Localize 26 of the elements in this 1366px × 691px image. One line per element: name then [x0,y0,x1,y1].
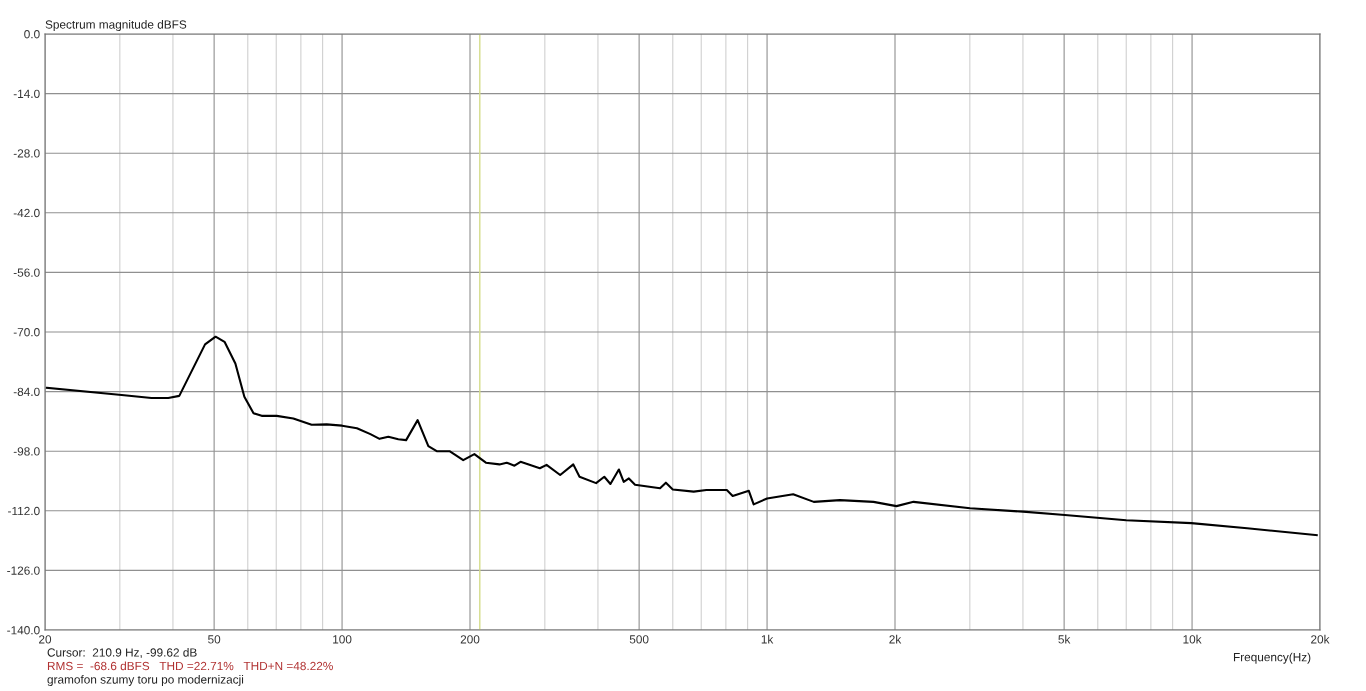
y-tick-label: -98.0 [13,447,40,456]
y-tick-label: -70.0 [13,328,40,337]
x-tick-label: 20k [1311,634,1330,644]
text: gramofon szumy toru po modernizacji [47,675,244,687]
x-axis-title: Frequency(Hz) [1233,652,1311,664]
x-tick-label: 5k [1058,634,1071,644]
x-tick-label: 2k [889,634,902,644]
y-tick-label: -126.0 [7,566,40,575]
y-tick-label: -112.0 [8,506,40,516]
y-tick-label: -140.0 [7,626,40,635]
y-tick-label: 0.0 [24,30,40,39]
x-tick-label: 10k [1183,634,1202,644]
y-tick-label: -42.0 [13,208,40,218]
text: Cursor: 210.9 Hz, -99.62 dB [47,648,197,659]
x-tick-label: 100 [333,635,352,644]
x-tick-label: 1k [761,634,774,644]
x-tick-label: 20 [39,635,52,644]
y-axis-title: Spectrum magnitude dBFS [45,20,187,32]
text: RMS = -68.6 dBFS THD =22.71% THD+N =48.22% [47,661,333,671]
x-tick-label: 200 [460,635,480,644]
y-tick-label: -56.0 [13,268,40,277]
y-tick-label: -84.0 [13,387,40,396]
x-tick-label: 500 [629,635,649,644]
y-tick-label: -14.0 [13,89,40,98]
x-tick-label: 50 [208,635,221,644]
y-tick-label: -28.0 [13,149,40,158]
